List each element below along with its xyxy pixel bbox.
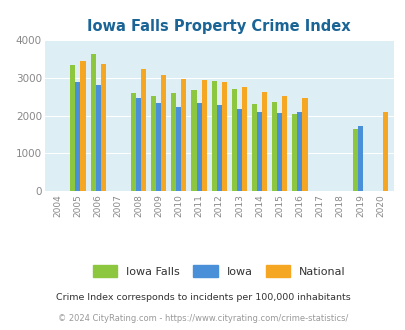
Bar (151, 96, 156, 191)
Bar (252, 104, 256, 191)
Bar (90, 54, 96, 191)
Bar (141, 69, 146, 191)
Bar (281, 96, 287, 191)
Bar (262, 92, 266, 191)
Bar (161, 76, 166, 191)
Title: Iowa Falls Property Crime Index: Iowa Falls Property Crime Index (87, 19, 350, 34)
Text: © 2024 CityRating.com - https://www.cityrating.com/crime-statistics/: © 2024 CityRating.com - https://www.city… (58, 314, 347, 323)
Bar (176, 107, 181, 191)
Bar (221, 82, 226, 191)
Bar (131, 93, 136, 191)
Bar (181, 79, 186, 191)
Bar (292, 115, 297, 191)
Bar (100, 64, 105, 191)
Bar (231, 89, 236, 191)
Bar (236, 109, 241, 191)
Bar (96, 85, 100, 191)
Bar (75, 82, 80, 191)
Bar (382, 112, 387, 191)
Bar (352, 129, 357, 191)
Bar (297, 112, 302, 191)
Bar (211, 82, 216, 191)
Bar (216, 105, 221, 191)
Bar (271, 102, 277, 191)
Bar (80, 61, 85, 191)
Text: Crime Index corresponds to incidents per 100,000 inhabitants: Crime Index corresponds to incidents per… (55, 292, 350, 302)
Legend: Iowa Falls, Iowa, National: Iowa Falls, Iowa, National (92, 265, 345, 277)
Bar (171, 93, 176, 191)
Bar (277, 113, 281, 191)
Bar (241, 87, 246, 191)
Bar (256, 113, 262, 191)
Bar (70, 65, 75, 191)
Bar (191, 90, 196, 191)
Bar (357, 126, 362, 191)
Bar (196, 103, 201, 191)
Bar (156, 103, 161, 191)
Bar (136, 98, 141, 191)
Bar (302, 98, 307, 191)
Bar (201, 80, 206, 191)
